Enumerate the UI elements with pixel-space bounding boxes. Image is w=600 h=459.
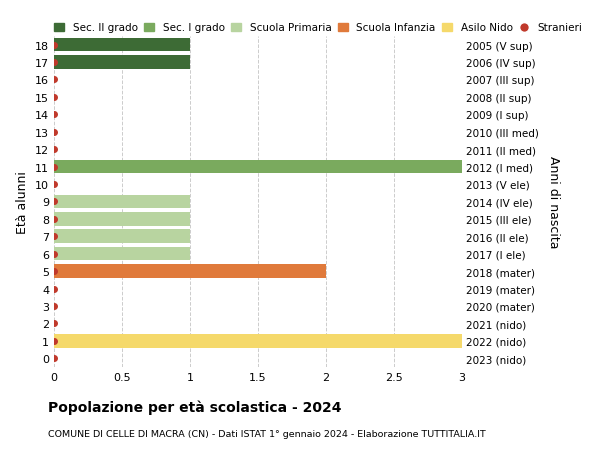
Legend: Sec. II grado, Sec. I grado, Scuola Primaria, Scuola Infanzia, Asilo Nido, Stran: Sec. II grado, Sec. I grado, Scuola Prim… xyxy=(54,23,583,34)
Y-axis label: Anni di nascita: Anni di nascita xyxy=(547,156,560,248)
Bar xyxy=(54,334,469,348)
Bar xyxy=(54,195,190,209)
Bar xyxy=(54,213,190,226)
Text: Popolazione per età scolastica - 2024: Popolazione per età scolastica - 2024 xyxy=(48,399,341,414)
Bar xyxy=(54,230,190,244)
Bar xyxy=(54,39,190,52)
Bar xyxy=(54,56,190,70)
Bar xyxy=(54,160,469,174)
Bar xyxy=(54,265,326,278)
Bar xyxy=(54,247,190,261)
Text: COMUNE DI CELLE DI MACRA (CN) - Dati ISTAT 1° gennaio 2024 - Elaborazione TUTTIT: COMUNE DI CELLE DI MACRA (CN) - Dati IST… xyxy=(48,429,486,438)
Y-axis label: Età alunni: Età alunni xyxy=(16,171,29,233)
